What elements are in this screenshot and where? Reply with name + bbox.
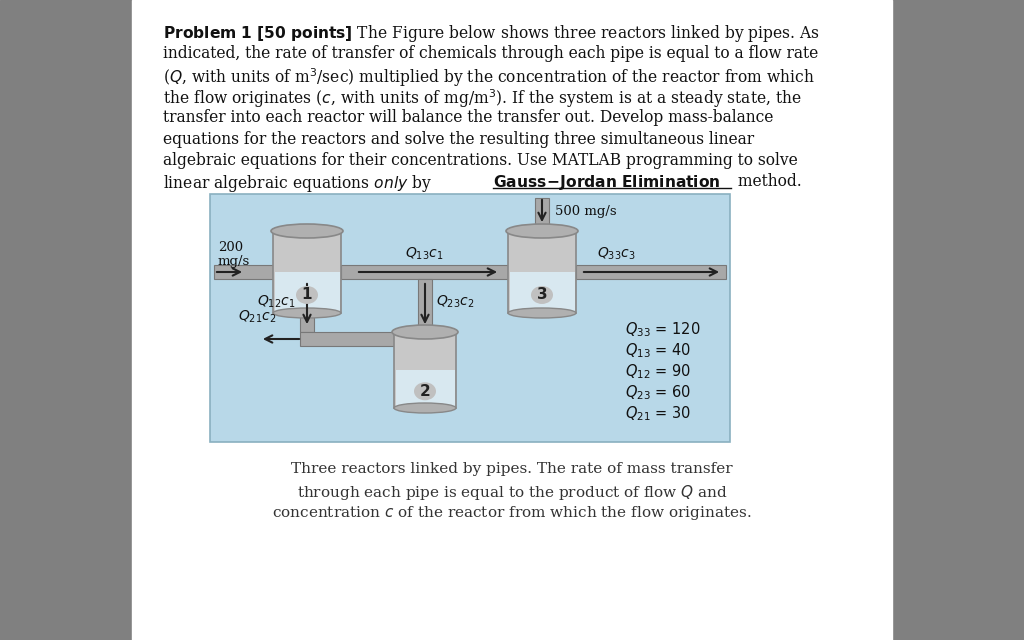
Text: $Q_{12}c_1$: $Q_{12}c_1$	[257, 294, 296, 310]
Text: $Q_{12}$ = 90: $Q_{12}$ = 90	[625, 363, 691, 381]
Text: 3: 3	[537, 287, 547, 303]
Bar	[210, 194, 730, 442]
Bar	[132, 0, 892, 640]
Text: method.: method.	[733, 173, 802, 191]
Text: 200: 200	[218, 241, 243, 254]
Text: 500 mg/s: 500 mg/s	[555, 205, 616, 218]
Ellipse shape	[296, 286, 318, 304]
Text: $Q_{21}$ = 30: $Q_{21}$ = 30	[625, 404, 691, 423]
Text: through each pipe is equal to the product of flow $Q$ and: through each pipe is equal to the produc…	[297, 483, 727, 502]
Bar	[300, 332, 432, 346]
Bar	[214, 265, 273, 279]
Bar	[274, 272, 340, 312]
Ellipse shape	[392, 325, 458, 339]
Bar	[575, 265, 726, 279]
Ellipse shape	[531, 286, 553, 304]
Ellipse shape	[506, 224, 578, 238]
Text: concentration $c$ of the reactor from which the flow originates.: concentration $c$ of the reactor from wh…	[272, 504, 752, 522]
Text: ($Q$, with units of m$^3$/sec) multiplied by the concentration of the reactor fr: ($Q$, with units of m$^3$/sec) multiplie…	[163, 66, 815, 89]
Text: $Q_{21}c_2$: $Q_{21}c_2$	[238, 308, 276, 325]
Bar	[535, 198, 549, 228]
Text: $\mathbf{Gauss\!-\!Jordan\ Elimination}$: $\mathbf{Gauss\!-\!Jordan\ Elimination}$	[493, 173, 721, 193]
Text: transfer into each reactor will balance the transfer out. Develop mass-balance: transfer into each reactor will balance …	[163, 109, 773, 126]
Bar	[892, 0, 1024, 640]
Bar	[273, 231, 341, 313]
Text: 1: 1	[302, 287, 312, 303]
Text: indicated, the rate of transfer of chemicals through each pipe is equal to a flo: indicated, the rate of transfer of chemi…	[163, 45, 818, 61]
Text: $Q_{13}$ = 40: $Q_{13}$ = 40	[625, 342, 691, 360]
Ellipse shape	[271, 224, 343, 238]
Bar	[418, 279, 432, 332]
Text: $Q_{23}c_2$: $Q_{23}c_2$	[436, 294, 474, 310]
Ellipse shape	[273, 308, 341, 318]
Text: equations for the reactors and solve the resulting three simultaneous linear: equations for the reactors and solve the…	[163, 131, 754, 147]
Bar	[394, 332, 456, 408]
Ellipse shape	[508, 308, 575, 318]
Bar	[510, 272, 574, 312]
Text: the flow originates ($c$, with units of mg/m$^3$). If the system is at a steady : the flow originates ($c$, with units of …	[163, 88, 802, 110]
Text: $Q_{33}$ = 120: $Q_{33}$ = 120	[625, 321, 700, 339]
Bar	[395, 370, 455, 406]
Bar	[0, 0, 132, 640]
Text: Three reactors linked by pipes. The rate of mass transfer: Three reactors linked by pipes. The rate…	[291, 462, 733, 476]
Ellipse shape	[414, 382, 436, 400]
Text: mg/s: mg/s	[218, 255, 250, 268]
Bar	[300, 279, 314, 332]
Bar	[508, 231, 575, 313]
Text: linear algebraic equations $\mathit{only}$ by: linear algebraic equations $\mathit{only…	[163, 173, 432, 195]
Text: $Q_{13}c_1$: $Q_{13}c_1$	[406, 246, 443, 262]
Bar	[341, 265, 508, 279]
Ellipse shape	[394, 403, 456, 413]
Text: $Q_{33}c_3$: $Q_{33}c_3$	[597, 246, 635, 262]
Text: algebraic equations for their concentrations. Use MATLAB programming to solve: algebraic equations for their concentrat…	[163, 152, 798, 169]
Text: $Q_{23}$ = 60: $Q_{23}$ = 60	[625, 383, 691, 403]
Text: 2: 2	[420, 384, 430, 399]
Text: $\mathbf{Problem\ 1\ [50\ points]}$ The Figure below shows three reactors linked: $\mathbf{Problem\ 1\ [50\ points]}$ The …	[163, 23, 820, 44]
